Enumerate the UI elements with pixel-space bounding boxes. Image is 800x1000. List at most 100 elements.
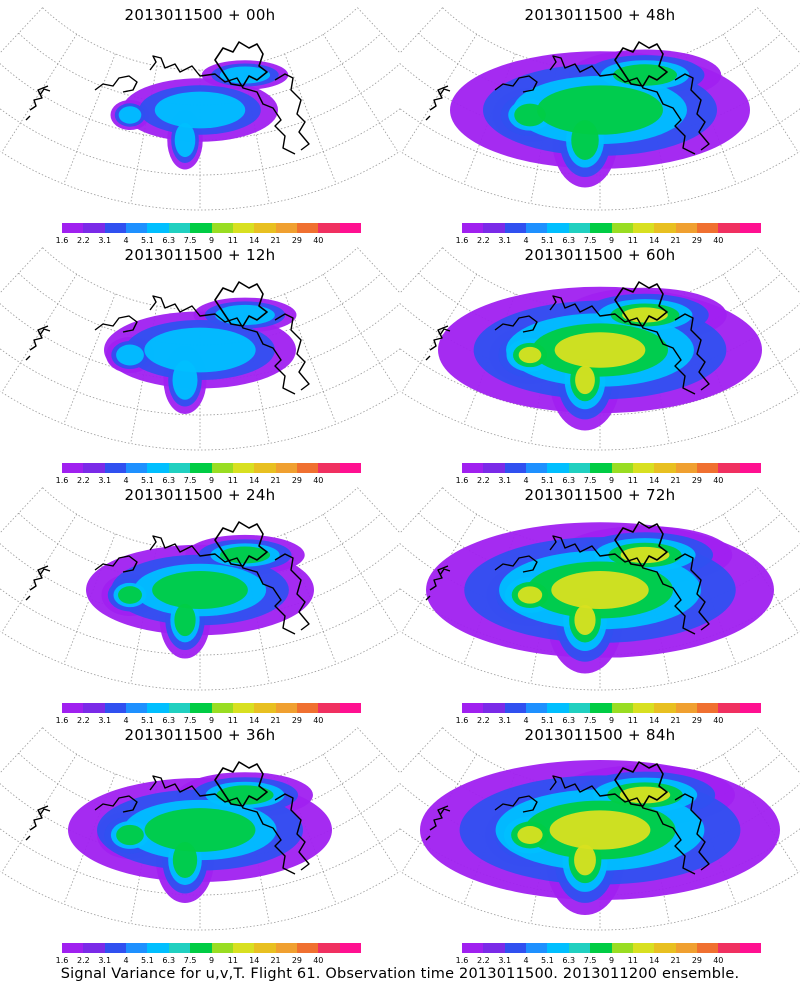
colorbar-swatch (147, 703, 169, 713)
panel-title: 2013011500 + 60h (524, 246, 676, 264)
colorbar-tick-label: 9 (208, 956, 215, 965)
colorbar-tick-label: 9 (208, 716, 215, 725)
colorbar-tick-label: 4 (523, 956, 529, 965)
colorbar-swatch (568, 703, 591, 713)
colorbar-swatch (190, 463, 212, 473)
map-panel: 2013011500 + 12h 1.6 2.2 3.1 4 5.1 6.3 7.5 9 11 14… (0, 240, 400, 485)
colorbar-tick-label: 7.5 (183, 956, 197, 965)
colorbar-swatch (526, 463, 548, 473)
colorbar-tick-label: 1.6 (455, 956, 469, 965)
colorbar-tick-label: 4 (523, 476, 529, 485)
colorbar-swatch (296, 463, 319, 473)
colorbar-tick-label: 3.1 (498, 716, 512, 725)
coastline (425, 761, 710, 875)
colorbar-swatch (254, 223, 276, 233)
polar-map (400, 7, 800, 211)
colorbar-swatch (675, 703, 697, 713)
polar-map (0, 7, 400, 211)
colorbar-swatch (104, 703, 127, 713)
colorbar-tick-label: 29 (691, 476, 703, 485)
colorbar-tick-label: 5.1 (541, 716, 554, 725)
colorbar-swatch (611, 223, 633, 233)
colorbar-tick-label: 6.3 (162, 956, 176, 965)
panel-title: 2013011500 + 00h (124, 6, 276, 24)
colorbar-swatch (168, 463, 191, 473)
colorbar-tick-label: 11 (227, 476, 238, 485)
colorbar-swatch (654, 223, 676, 233)
variance-field (426, 522, 774, 674)
colorbar-swatch (318, 703, 340, 713)
colorbar-tick-label: 21 (670, 476, 681, 485)
colorbar-swatch (590, 223, 612, 233)
variance-field (438, 286, 762, 431)
colorbar-tick-label: 4 (123, 716, 129, 725)
colorbar-swatch (654, 703, 676, 713)
coastline (25, 41, 310, 155)
colorbar-tick-label: 29 (691, 716, 703, 725)
colorbar-swatch (190, 223, 212, 233)
colorbar-tick-label: 5.1 (541, 956, 554, 965)
colorbar-swatch (547, 703, 569, 713)
colorbar-tick-label: 3.1 (98, 956, 112, 965)
colorbar-swatch (696, 703, 719, 713)
colorbar-tick-label: 5.1 (141, 476, 154, 485)
colorbar-tick-labels: 1.6 2.2 3.1 4 5.1 6.3 7.5 9 11 14 21 29 40 (56, 716, 356, 726)
colorbar-swatch (718, 223, 740, 233)
colorbar-tick-label: 21 (670, 236, 681, 245)
colorbar-tick-label: 7.5 (183, 716, 197, 725)
colorbar-tick-label: 7.5 (183, 476, 197, 485)
colorbar-tick-label: 40 (313, 476, 324, 485)
colorbar-tick-label: 9 (608, 716, 615, 725)
colorbar-tick-label: 1.6 (55, 716, 69, 725)
colorbar-swatch (254, 463, 276, 473)
colorbar-tick-label: 1.6 (455, 236, 469, 245)
colorbar-swatch (211, 223, 233, 233)
colorbar-tick-label: 6.3 (162, 476, 176, 485)
colorbar-tick-label: 9 (608, 236, 615, 245)
colorbar-swatch (739, 943, 762, 953)
colorbar-swatch (462, 463, 484, 473)
colorbar-swatch (275, 703, 297, 713)
coastline (25, 521, 310, 635)
colorbar-tick-labels: 1.6 2.2 3.1 4 5.1 6.3 7.5 9 11 14 21 29 40 (56, 236, 356, 246)
colorbar-swatch (232, 223, 255, 233)
colorbar-swatch (504, 943, 527, 953)
colorbar-tick-label: 6.3 (562, 956, 576, 965)
variance-field (104, 297, 297, 414)
colorbar-tick-label: 6.3 (562, 716, 576, 725)
colorbar-tick-label: 2.2 (476, 476, 490, 485)
colorbar-swatch (168, 703, 191, 713)
colorbar-tick-labels: 1.6 2.2 3.1 4 5.1 6.3 7.5 9 11 14 21 29 40 (456, 716, 756, 726)
colorbar-tick-label: 3.1 (498, 956, 512, 965)
variance-field (450, 49, 750, 188)
colorbar-tick-label: 2.2 (76, 236, 90, 245)
colorbar-tick-label: 14 (649, 476, 660, 485)
colorbar-swatch (611, 463, 633, 473)
colorbar-swatch (211, 703, 233, 713)
colorbar-swatch (62, 223, 84, 233)
colorbar-swatch (483, 703, 505, 713)
colorbar-tick-label: 5.1 (141, 236, 154, 245)
colorbar (62, 223, 362, 233)
colorbar-tick-label: 11 (627, 236, 638, 245)
colorbar (62, 943, 362, 953)
colorbar-swatch (696, 223, 719, 233)
colorbar-tick-label: 7.5 (183, 236, 197, 245)
colorbar-swatch (547, 943, 569, 953)
colorbar-swatch (318, 463, 340, 473)
colorbar-tick-label: 5.1 (541, 236, 554, 245)
colorbar-tick-label: 6.3 (562, 236, 576, 245)
colorbar-swatch (211, 943, 233, 953)
colorbar-swatch (696, 463, 719, 473)
colorbar-tick-label: 1.6 (55, 236, 69, 245)
colorbar-tick-label: 7.5 (583, 236, 597, 245)
colorbar-tick-label: 5.1 (141, 716, 154, 725)
colorbar-tick-label: 6.3 (162, 236, 176, 245)
colorbar-tick-label: 40 (313, 236, 324, 245)
coastline (425, 521, 710, 635)
colorbar-tick-label: 29 (691, 956, 703, 965)
colorbar-swatch (568, 223, 591, 233)
colorbar-tick-label: 4 (523, 716, 529, 725)
colorbar-swatch (739, 703, 762, 713)
colorbar-tick-label: 29 (291, 716, 303, 725)
